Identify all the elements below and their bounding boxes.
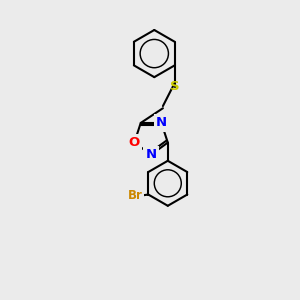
Text: N: N: [156, 116, 167, 129]
Text: S: S: [170, 80, 179, 93]
Text: Br: Br: [128, 189, 143, 202]
Text: N: N: [146, 148, 157, 161]
Text: O: O: [129, 136, 140, 149]
